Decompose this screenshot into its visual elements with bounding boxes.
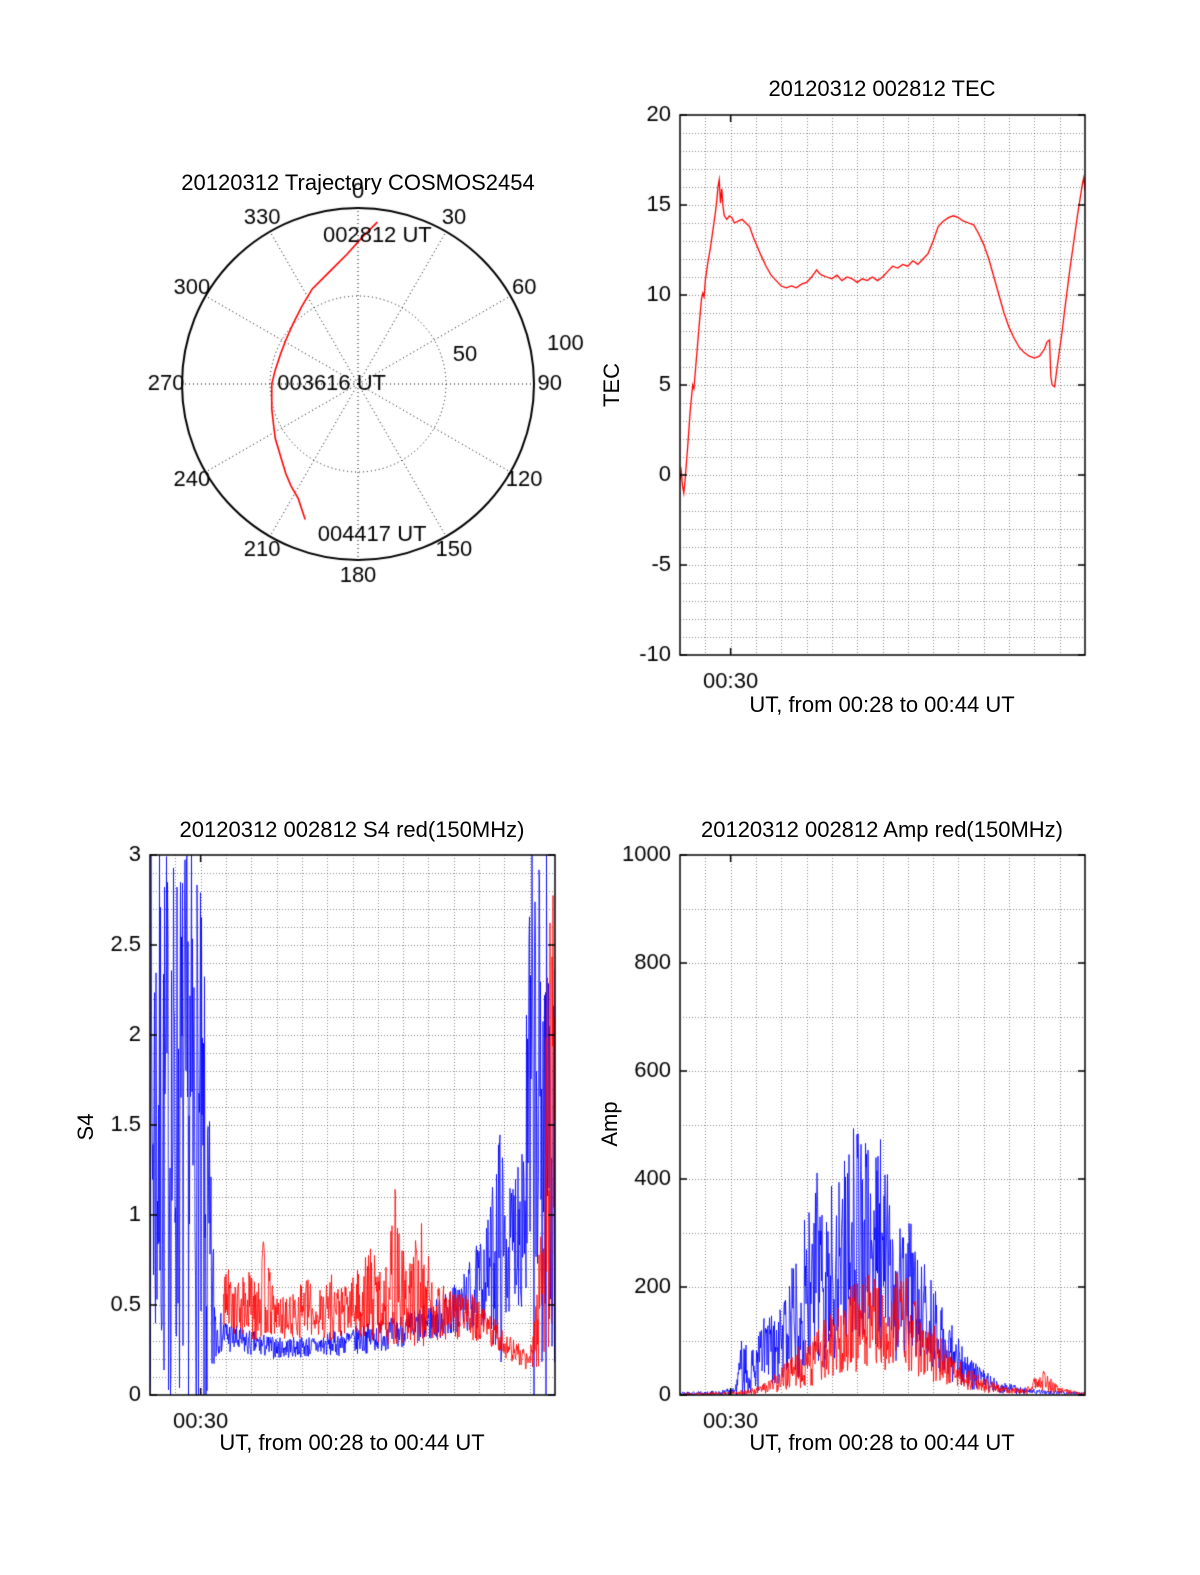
s4-plot-canvas [95,845,575,1435]
s4-title: 20120312 002812 S4 red(150MHz) [179,817,525,842]
tec-title: 20120312 002812 TEC [768,76,996,101]
amp-x-axis-label: UT, from 00:28 to 00:44 UT [749,1430,1015,1455]
tec-x-axis-label: UT, from 00:28 to 00:44 UT [749,692,1015,717]
trajectory-polar-plot-canvas [120,165,600,610]
amp-plot-canvas [615,845,1105,1435]
tec-y-axis-label: TEC [599,363,624,407]
s4-y-axis-label: S4 [73,1113,98,1141]
tec-plot-canvas [615,105,1105,695]
amp-title: 20120312 002812 Amp red(150MHz) [700,817,1064,842]
s4-x-axis-label: UT, from 00:28 to 00:44 UT [219,1430,485,1455]
amp-y-axis-label: Amp [597,1101,622,1147]
trajectory-title: 20120312 Trajectory COSMOS2454 [181,170,535,195]
